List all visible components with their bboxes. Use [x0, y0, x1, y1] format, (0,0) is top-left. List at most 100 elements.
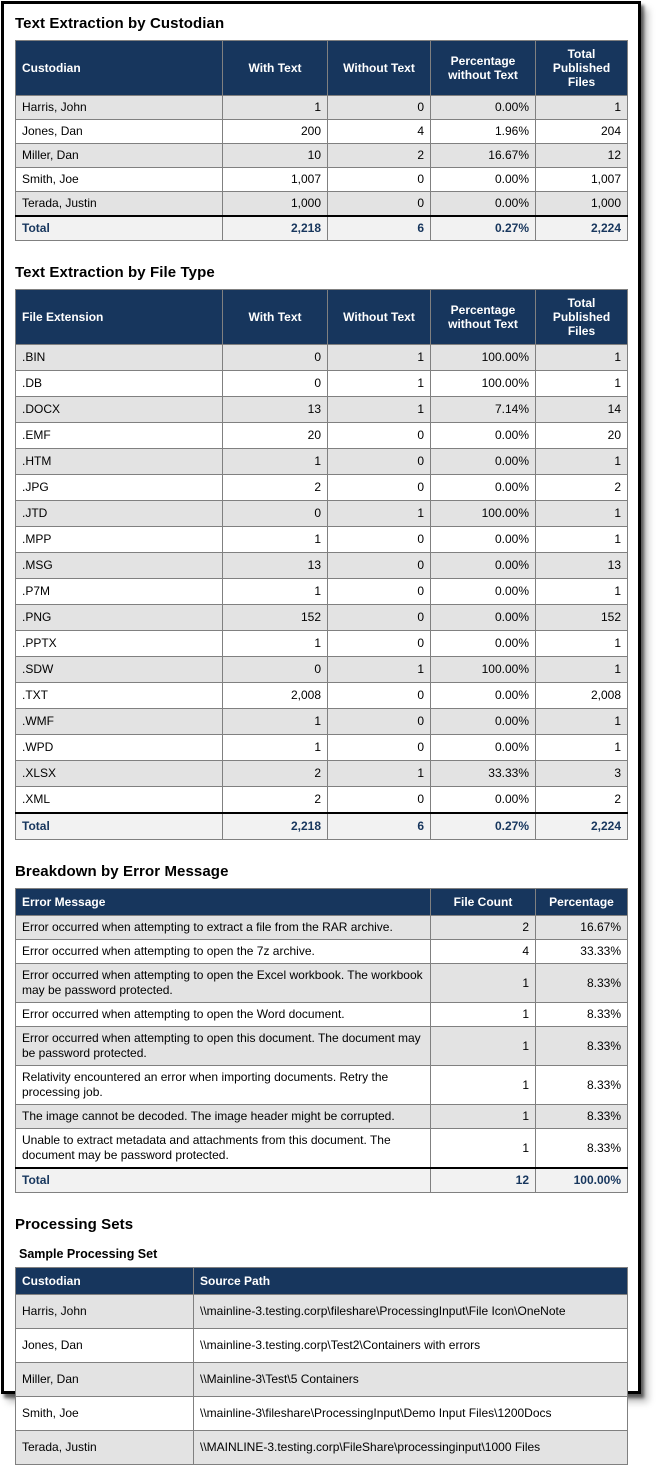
file-count-cell: 4	[430, 939, 536, 964]
file-extension-cell: .P7M	[15, 578, 223, 605]
total-published-cell: 1	[535, 734, 628, 761]
file-extension-cell: .BIN	[15, 344, 223, 371]
section-title-processing-sets: Processing Sets	[15, 1216, 134, 1233]
table-row: Error occurred when attempting to extrac…	[15, 915, 628, 940]
table-row: Miller, Dan 10 2 16.67% 12	[15, 143, 628, 168]
pct-without-text-cell: 100.00%	[430, 370, 536, 397]
error-message-cell: The image cannot be decoded. The image h…	[15, 1104, 431, 1129]
section-processing-sets: Processing Sets Sample Processing Set Cu…	[14, 1216, 628, 1465]
table-row: Smith, Joe \\mainline-3\fileshare\Proces…	[15, 1396, 628, 1431]
file-extension-cell: .PNG	[15, 604, 223, 631]
percentage-cell: 8.33%	[535, 1002, 628, 1027]
custodian-name-cell: Miller, Dan	[15, 143, 223, 168]
total-published-cell: 152	[535, 604, 628, 631]
table-row: .MSG 13 0 0.00% 13	[15, 552, 628, 579]
file-extension-cell: .JPG	[15, 474, 223, 501]
column-header-with-text: With Text	[222, 289, 328, 345]
section-error-breakdown: Breakdown by Error Message Error Message…	[14, 863, 628, 1193]
with-text-cell: 0	[222, 344, 328, 371]
table-row: Jones, Dan \\mainline-3.testing.corp\Tes…	[15, 1328, 628, 1363]
pct-without-text-cell: 100.00%	[430, 344, 536, 371]
without-text-cell: 0	[327, 682, 431, 709]
table-row: .WMF 1 0 0.00% 1	[15, 708, 628, 735]
table-row: Jones, Dan 200 4 1.96% 204	[15, 119, 628, 144]
without-text-cell: 4	[327, 119, 431, 144]
table-row: .SDW 0 1 100.00% 1	[15, 656, 628, 683]
without-text-cell: 0	[327, 474, 431, 501]
column-header-without-text: Without Text	[327, 40, 431, 96]
without-text-cell: 0	[327, 95, 431, 120]
custodian-name-cell: Terada, Justin	[15, 1430, 194, 1465]
file-count-cell: 1	[430, 1065, 536, 1105]
total-published-cell: 12	[535, 143, 628, 168]
total-percentage-cell: 100.00%	[535, 1167, 628, 1193]
pct-without-text-cell: 0.00%	[430, 786, 536, 814]
table-row: .TXT 2,008 0 0.00% 2,008	[15, 682, 628, 709]
pct-without-text-cell: 0.00%	[430, 95, 536, 120]
pct-without-text-cell: 0.00%	[430, 682, 536, 709]
pct-without-text-cell: 0.00%	[430, 448, 536, 475]
pct-without-text-cell: 0.00%	[430, 191, 536, 217]
error-message-cell: Error occurred when attempting to extrac…	[15, 915, 431, 940]
custodian-name-cell: Smith, Joe	[15, 167, 223, 192]
table-row: .XML 2 0 0.00% 2	[15, 786, 628, 814]
file-extension-cell: .EMF	[15, 422, 223, 449]
without-text-cell: 0	[327, 552, 431, 579]
total-published-cell: 1	[535, 500, 628, 527]
without-text-cell: 0	[327, 708, 431, 735]
file-type-table: File Extension With Text Without Text Pe…	[15, 289, 628, 840]
total-published-cell: 204	[535, 119, 628, 144]
pct-without-text-cell: 100.00%	[430, 500, 536, 527]
total-label-cell: Total	[15, 812, 223, 840]
with-text-cell: 1	[222, 734, 328, 761]
total-row: Total 2,218 6 0.27% 2,224	[15, 812, 628, 840]
percentage-cell: 8.33%	[535, 1128, 628, 1169]
pct-without-text-cell: 0.00%	[430, 422, 536, 449]
table-row: .HTM 1 0 0.00% 1	[15, 448, 628, 475]
file-count-cell: 2	[430, 915, 536, 940]
percentage-cell: 8.33%	[535, 1104, 628, 1129]
table-row: Error occurred when attempting to open t…	[15, 1026, 628, 1066]
error-message-table: Error Message File Count Percentage Erro…	[15, 888, 628, 1193]
processing-set-table: Custodian Source Path Harris, John \\mai…	[15, 1267, 628, 1465]
percentage-cell: 8.33%	[535, 963, 628, 1003]
without-text-cell: 2	[327, 143, 431, 168]
error-message-cell: Error occurred when attempting to open t…	[15, 1002, 431, 1027]
section-title-custodian: Text Extraction by Custodian	[15, 15, 225, 32]
table-header-row: Custodian Source Path	[15, 1267, 628, 1295]
total-published-cell: 1	[535, 526, 628, 553]
column-header-custodian: Custodian	[15, 1267, 194, 1295]
with-text-cell: 13	[222, 396, 328, 423]
pct-without-text-cell: 0.00%	[430, 734, 536, 761]
without-text-cell: 0	[327, 578, 431, 605]
total-file-count-cell: 12	[430, 1167, 536, 1193]
error-message-cell: Unable to extract metadata and attachmen…	[15, 1128, 431, 1169]
column-header-error-message: Error Message	[15, 888, 431, 916]
processing-set-name: Sample Processing Set	[19, 1247, 158, 1261]
percentage-cell: 33.33%	[535, 939, 628, 964]
without-text-cell: 0	[327, 422, 431, 449]
pct-without-text-cell: 0.00%	[430, 167, 536, 192]
total-published-cell: 3	[535, 760, 628, 787]
table-header-row: Custodian With Text Without Text Percent…	[15, 40, 628, 96]
file-extension-cell: .DOCX	[15, 396, 223, 423]
with-text-cell: 0	[222, 500, 328, 527]
total-published-cell: 20	[535, 422, 628, 449]
table-row: Error occurred when attempting to open t…	[15, 963, 628, 1003]
column-header-custodian: Custodian	[15, 40, 223, 96]
with-text-cell: 2	[222, 760, 328, 787]
file-extension-cell: .PPTX	[15, 630, 223, 657]
custodian-name-cell: Smith, Joe	[15, 1396, 194, 1431]
table-row: Relativity encountered an error when imp…	[15, 1065, 628, 1105]
table-row: .P7M 1 0 0.00% 1	[15, 578, 628, 605]
section-file-type: Text Extraction by File Type File Extens…	[14, 264, 628, 840]
source-path-cell: \\MAINLINE-3.testing.corp\FileShare\proc…	[193, 1430, 628, 1465]
custodian-name-cell: Terada, Justin	[15, 191, 223, 217]
section-custodian: Text Extraction by Custodian Custodian W…	[14, 15, 628, 241]
total-pct-cell: 0.27%	[430, 215, 536, 241]
table-row: Unable to extract metadata and attachmen…	[15, 1128, 628, 1169]
without-text-cell: 1	[327, 500, 431, 527]
column-header-without-text: Without Text	[327, 289, 431, 345]
table-row: .EMF 20 0 0.00% 20	[15, 422, 628, 449]
with-text-cell: 20	[222, 422, 328, 449]
